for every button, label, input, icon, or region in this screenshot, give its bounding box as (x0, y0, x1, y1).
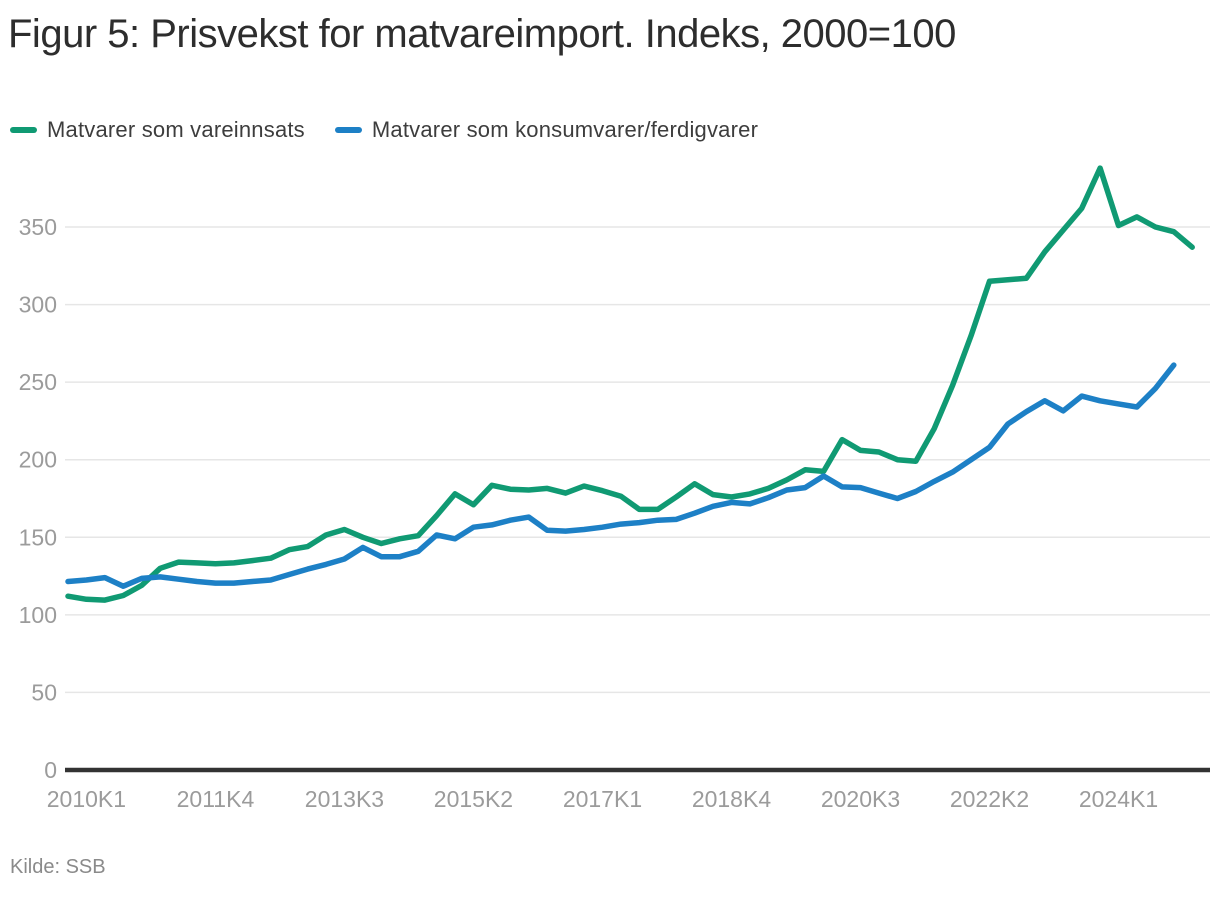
x-tick-label-2013K3: 2013K3 (305, 786, 384, 812)
legend-item-vareinnsats[interactable]: Matvarer som vareinnsats (10, 117, 305, 143)
y-tick-label-250: 250 (19, 369, 57, 395)
green-line-swatch-icon (10, 127, 37, 133)
chart-title: Figur 5: Prisvekst for matvareimport. In… (8, 12, 956, 56)
x-tick-label-2015K2: 2015K2 (434, 786, 513, 812)
x-tick-label-2022K2: 2022K2 (950, 786, 1029, 812)
source-text: Kilde: SSB (10, 856, 106, 878)
x-tick-label-2020K3: 2020K3 (821, 786, 900, 812)
y-tick-label-350: 350 (19, 214, 57, 240)
series-line-vareinnsats (65, 165, 1195, 603)
x-tick-label-2010K1: 2010K1 (47, 786, 126, 812)
y-tick-label-300: 300 (19, 292, 57, 318)
x-tick-label-2018K4: 2018K4 (692, 786, 772, 812)
y-tick-label-50: 50 (31, 679, 57, 705)
series-line-konsumvarer (65, 362, 1177, 589)
legend-label-konsumvarer: Matvarer som konsumvarer/ferdigvarer (371, 117, 759, 142)
y-tick-label-200: 200 (19, 447, 57, 473)
blue-line-swatch-icon (334, 127, 362, 133)
legend-label-vareinnsats: Matvarer som vareinnsats (47, 117, 305, 142)
legend-item-konsumvarer[interactable]: Matvarer som konsumvarer/ferdigvarer (334, 117, 759, 143)
chart-svg: 0 50 100 150 200 250 300 350 2010K1 2011K4 2013K3 2… (19, 165, 1210, 812)
chart-legend: Matvarer som vareinnsats Matvarer som ko… (10, 117, 758, 143)
x-tick-label-2011K4: 2011K4 (177, 786, 255, 812)
y-tick-label-100: 100 (19, 602, 57, 628)
chart-plot: 0 50 100 150 200 250 300 350 2010K1 2011K4 2013K3 2… (0, 160, 1220, 820)
y-tick-label-0: 0 (44, 757, 57, 783)
x-tick-label-2024K1: 2024K1 (1079, 786, 1158, 812)
y-tick-label-150: 150 (19, 524, 57, 550)
x-tick-label-2017K1: 2017K1 (563, 786, 642, 812)
